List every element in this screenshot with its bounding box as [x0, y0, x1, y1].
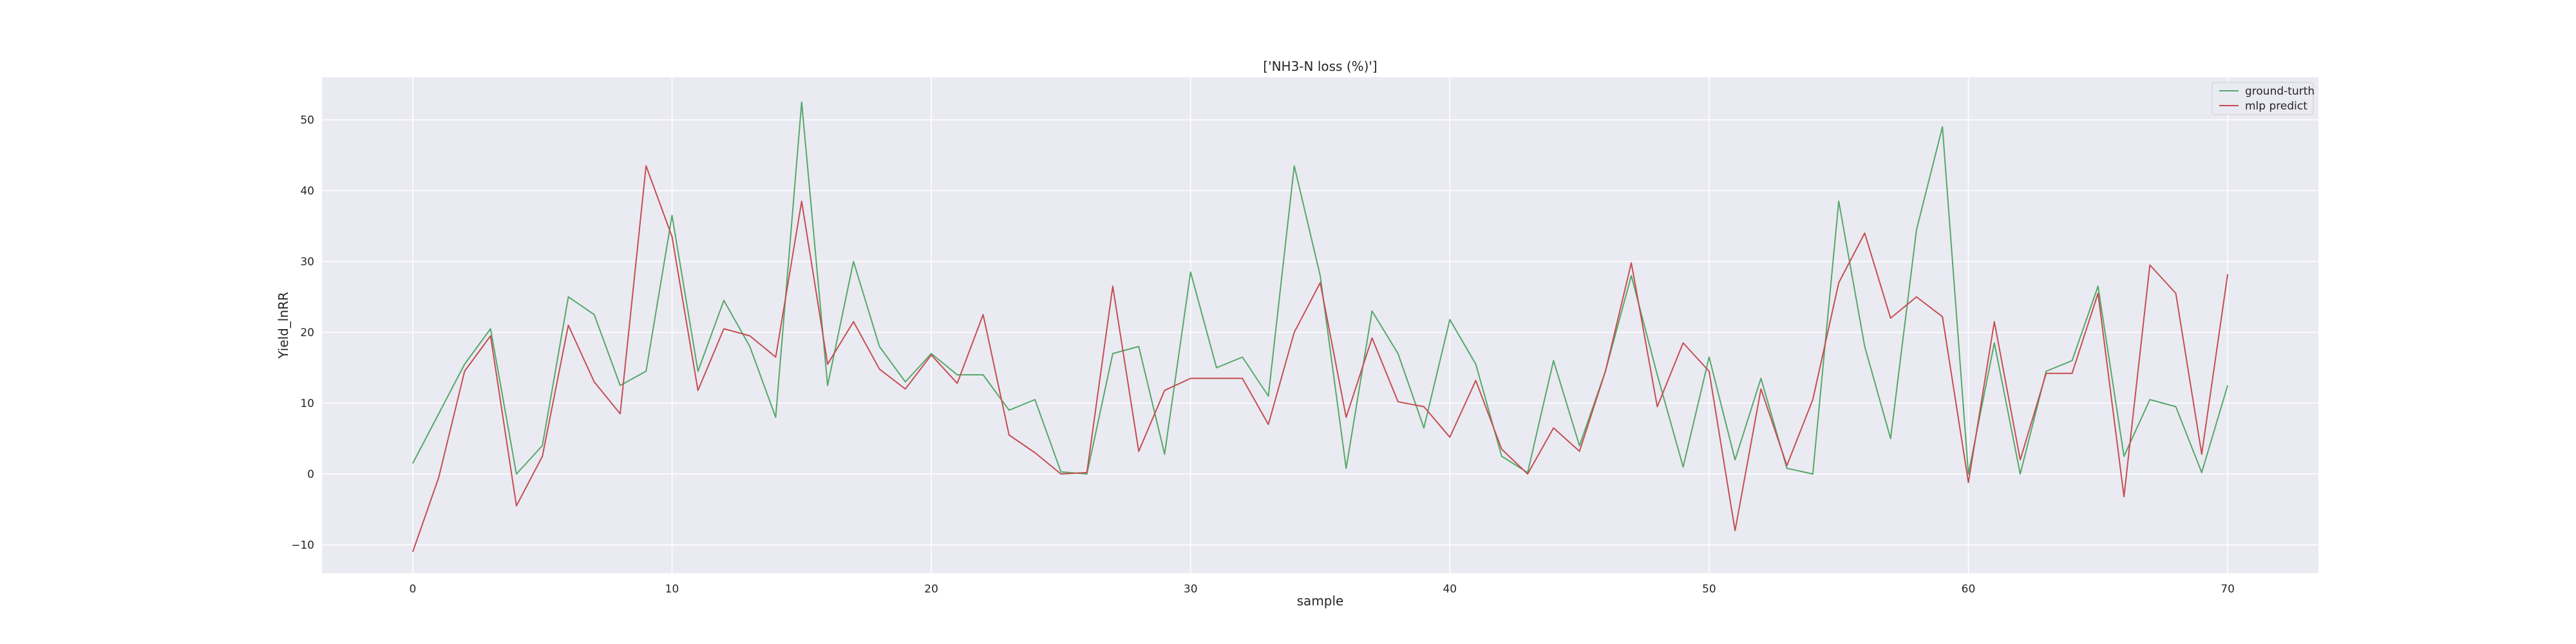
- y-tick-label: −10: [291, 539, 314, 552]
- y-tick-label: 40: [300, 185, 314, 198]
- y-tick-label: 0: [307, 468, 314, 481]
- series-layer: [412, 101, 2229, 553]
- x-tick-label: 30: [1184, 583, 1198, 596]
- y-axis-label: Yield_lnRR: [276, 292, 291, 359]
- y-tick-label: 30: [300, 256, 314, 269]
- x-tick-label: 40: [1443, 583, 1457, 596]
- x-tick-label: 20: [924, 583, 938, 596]
- plot-background: [322, 77, 2318, 573]
- legend: ground-turth mlp predict: [2211, 82, 2315, 115]
- y-tick-label: 10: [300, 397, 314, 410]
- x-tick-label: 60: [1962, 583, 1976, 596]
- legend-label-ground-turth: ground-turth: [2245, 85, 2315, 98]
- legend-label-mlp-predict: mlp predict: [2245, 100, 2307, 113]
- x-tick-label: 50: [1702, 583, 1716, 596]
- x-tick-label: 0: [409, 583, 416, 596]
- x-tick-label: 70: [2221, 583, 2235, 596]
- ticks: 0 10 20 30 40 50 60 70 −10 0 10 20 30 40 50: [291, 114, 2235, 596]
- series-line-ground-turth: [412, 101, 2229, 475]
- x-axis-label: sample: [1297, 593, 1344, 609]
- chart-title: ['NH3-N loss (%)']: [1263, 59, 1377, 74]
- y-tick-label: 50: [300, 114, 314, 127]
- y-tick-label: 20: [300, 327, 314, 339]
- series-line-mlp-predict: [412, 165, 2229, 553]
- x-tick-label: 10: [665, 583, 679, 596]
